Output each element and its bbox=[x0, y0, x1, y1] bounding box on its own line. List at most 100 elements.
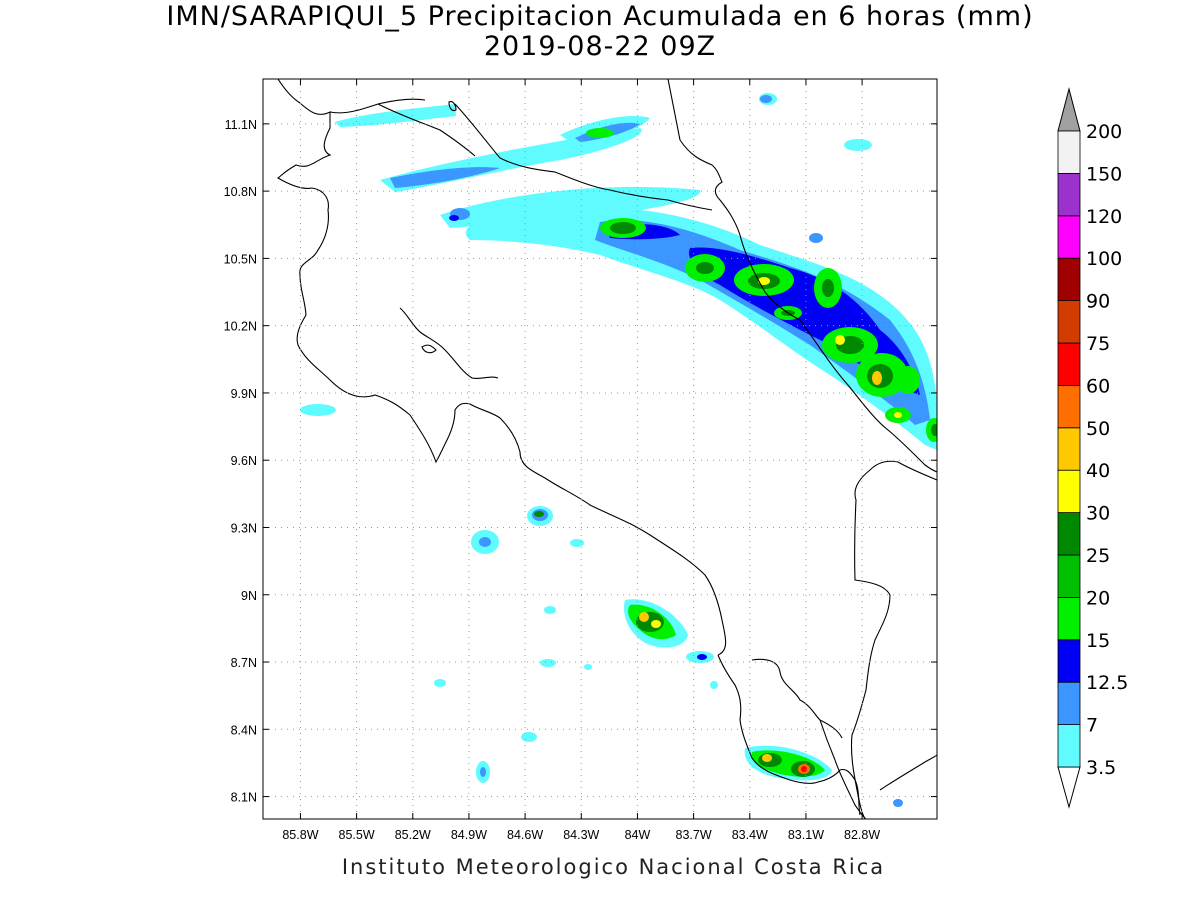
colorbar-label: 20 bbox=[1086, 587, 1110, 609]
lat-tick-label: 9.3N bbox=[231, 521, 257, 535]
colorbar-lower-arrow bbox=[1057, 766, 1081, 809]
lon-tick-label: 85.2W bbox=[395, 828, 431, 842]
coastline-golfo-dulce bbox=[751, 658, 843, 739]
graticule bbox=[263, 79, 937, 819]
precip-contour-3.5 bbox=[544, 606, 556, 614]
precip-contour-25 bbox=[822, 279, 834, 297]
precip-contour-15 bbox=[896, 366, 920, 394]
map-title: IMN/SARAPIQUI_5 Precipitacion Acumulada … bbox=[166, 1, 1034, 32]
precip-contour-3.5 bbox=[521, 732, 537, 742]
colorbar-label: 12.5 bbox=[1086, 672, 1128, 694]
lon-tick-label: 83.7W bbox=[676, 828, 712, 842]
precip-contour-60 bbox=[801, 766, 807, 772]
colorbar-swatch bbox=[1057, 512, 1081, 556]
colorbar-swatch bbox=[1057, 215, 1081, 259]
precip-contour-40 bbox=[872, 371, 882, 385]
colorbar-swatch bbox=[1057, 554, 1081, 598]
precip-contour-3.5 bbox=[570, 539, 584, 547]
lat-tick-label: 8.7N bbox=[231, 656, 257, 670]
precip-contour-15 bbox=[586, 128, 614, 138]
colorbar-label: 30 bbox=[1086, 503, 1110, 525]
precip-contour-3.5 bbox=[844, 139, 872, 151]
coastline-lake-nicaragua bbox=[329, 98, 426, 114]
precip-contour-3.5 bbox=[440, 186, 701, 228]
coastline-osa-peninsula bbox=[717, 654, 861, 816]
precip-contour-12.5 bbox=[697, 654, 707, 660]
coastline-pacific-north bbox=[277, 79, 727, 656]
coastline-burica bbox=[879, 754, 937, 791]
lon-tick-label: 85.5W bbox=[339, 828, 375, 842]
colorbar-label: 40 bbox=[1086, 460, 1110, 482]
colorbar-swatch bbox=[1057, 384, 1081, 429]
precip-contour-3.5 bbox=[335, 104, 456, 127]
precip-contour-30 bbox=[894, 412, 902, 418]
precip-contour-3.5 bbox=[584, 664, 592, 670]
colorbar: 3.5 7 12.5 15 20 25 30 40 50 60 75 90 100 120 150 200 bbox=[1057, 87, 1128, 809]
colorbar-label: 75 bbox=[1086, 333, 1110, 355]
precip-contour-3.5 bbox=[465, 207, 937, 450]
coastline-panama-west bbox=[850, 460, 937, 819]
precip-contour-3.5 bbox=[540, 659, 556, 667]
precip-contour-7 bbox=[390, 167, 500, 188]
colorbar-label: 200 bbox=[1086, 121, 1122, 143]
lat-tick-label: 8.4N bbox=[231, 723, 257, 737]
colorbar-label: 3.5 bbox=[1086, 757, 1116, 779]
precip-contour-3.5 bbox=[710, 681, 718, 689]
precip-contour-7 bbox=[479, 537, 491, 547]
precip-contour-7 bbox=[760, 95, 772, 103]
colorbar-swatch bbox=[1057, 469, 1081, 514]
precip-contour-40 bbox=[639, 612, 649, 622]
lon-tick-label: 83.1W bbox=[788, 828, 824, 842]
precip-contour-3.5 bbox=[434, 679, 446, 687]
precip-contour-3.5 bbox=[300, 404, 336, 416]
map-frame bbox=[262, 78, 938, 820]
colorbar-swatch bbox=[1057, 427, 1081, 471]
lon-tick-label: 84W bbox=[625, 828, 651, 842]
lat-tick-label: 10.5N bbox=[224, 252, 257, 266]
lat-tick-label: 9N bbox=[241, 589, 257, 603]
colorbar-swatch bbox=[1057, 724, 1081, 768]
colorbar-swatch bbox=[1057, 681, 1081, 726]
border-nicaragua bbox=[377, 103, 476, 157]
precip-contour-30 bbox=[651, 620, 661, 628]
lon-tick-label: 85.8W bbox=[282, 828, 318, 842]
colorbar-swatch bbox=[1057, 597, 1081, 641]
island-chira bbox=[421, 344, 437, 354]
lon-tick-label: 84.3W bbox=[563, 828, 599, 842]
precip-contour-7 bbox=[809, 233, 823, 243]
colorbar-upper-arrow bbox=[1057, 87, 1081, 132]
colorbar-label: 50 bbox=[1086, 418, 1110, 440]
colorbar-swatch bbox=[1057, 257, 1081, 302]
colorbar-swatch bbox=[1057, 639, 1081, 683]
colorbar-swatch bbox=[1057, 300, 1081, 344]
precip-contour-7 bbox=[893, 799, 903, 807]
colorbar-label: 25 bbox=[1086, 545, 1110, 567]
lat-tick-label: 10.8N bbox=[224, 185, 257, 199]
coastlines bbox=[277, 79, 937, 819]
precip-contour-30 bbox=[758, 277, 770, 285]
island-lake-nicaragua bbox=[448, 101, 457, 112]
precip-contour-25 bbox=[931, 424, 937, 436]
lat-tick-label: 10.2N bbox=[224, 320, 257, 334]
colorbar-label: 150 bbox=[1086, 163, 1122, 185]
lat-tick-label: 8.1N bbox=[231, 791, 257, 805]
precipitation-field bbox=[300, 93, 937, 807]
colorbar-label: 100 bbox=[1086, 248, 1122, 270]
lon-tick-label: 84.9W bbox=[451, 828, 487, 842]
lat-tick-label: 9.9N bbox=[231, 387, 257, 401]
colorbar-label: 15 bbox=[1086, 630, 1110, 652]
precip-contour-30 bbox=[835, 335, 845, 345]
map-valid-time: 2019-08-22 09Z bbox=[483, 31, 717, 62]
lat-tick-label: 11.1N bbox=[225, 118, 257, 132]
colorbar-label: 7 bbox=[1086, 715, 1098, 737]
colorbar-swatch bbox=[1057, 342, 1081, 386]
precip-contour-7 bbox=[480, 767, 486, 777]
precip-contour-15 bbox=[534, 511, 544, 517]
precip-contour-25 bbox=[610, 222, 636, 234]
colorbar-label: 60 bbox=[1086, 375, 1110, 397]
coastline-caribbean-east bbox=[667, 79, 937, 473]
colorbar-label: 90 bbox=[1086, 291, 1110, 313]
precip-contour-12.5 bbox=[449, 215, 459, 221]
colorbar-swatch bbox=[1057, 172, 1081, 217]
